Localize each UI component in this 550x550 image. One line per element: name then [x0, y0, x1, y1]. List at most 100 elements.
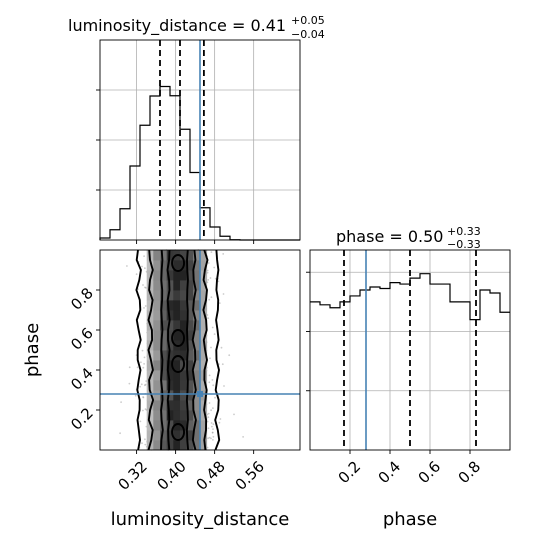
x-tick-label: 0.6 — [415, 458, 445, 488]
density-cell — [160, 370, 168, 381]
density-cell — [160, 380, 168, 391]
y-tick-label: 0.2 — [67, 404, 97, 434]
density-cell — [173, 270, 181, 281]
density-cell — [180, 390, 188, 401]
density-heatmap-cells — [146, 250, 208, 451]
density-cell — [160, 300, 168, 311]
density-cell — [193, 400, 201, 411]
histogram-step-line — [310, 273, 510, 321]
density-cell — [193, 380, 201, 391]
density-cell — [173, 320, 181, 331]
sample-point — [223, 385, 225, 387]
y-tick-label: 0.6 — [67, 324, 97, 354]
sample-point — [139, 385, 142, 388]
density-cell — [160, 360, 168, 371]
sample-point — [211, 431, 214, 434]
contour-loop — [171, 423, 185, 441]
x-tick-label: 0.56 — [232, 458, 268, 494]
sample-point — [206, 269, 209, 272]
density-cell — [173, 330, 181, 341]
sample-point — [143, 255, 146, 257]
panel-frame — [99, 39, 301, 241]
contour-line — [191, 249, 197, 451]
sample-point — [144, 384, 146, 387]
sample-point — [218, 302, 221, 304]
credible-contours — [135, 249, 221, 451]
density-cell — [200, 390, 208, 401]
sample-point — [141, 349, 144, 352]
sample-point — [213, 266, 216, 269]
density-cell — [193, 340, 201, 351]
sample-point — [142, 396, 145, 398]
x-tick-label: 0.4 — [375, 458, 405, 488]
x-tick-label: 0.32 — [114, 458, 150, 494]
sample-point — [140, 361, 142, 364]
sample-point — [222, 293, 225, 295]
density-cell — [193, 370, 201, 381]
density-cell — [193, 270, 201, 281]
density-cell — [173, 370, 181, 381]
density-cell — [160, 250, 168, 261]
sample-point — [126, 265, 128, 267]
title-lower-error: −0.04 — [291, 28, 325, 41]
sample-point — [144, 305, 147, 307]
x-tick-label: 0.48 — [193, 458, 229, 494]
density-cell — [186, 300, 194, 311]
density-cell — [200, 440, 208, 451]
x-axis-label: luminosity_distance — [111, 509, 290, 530]
sample-point — [212, 439, 214, 441]
sample-point — [212, 423, 215, 426]
density-cell — [166, 270, 174, 281]
sample-point — [208, 298, 211, 301]
sample-point — [210, 346, 212, 349]
density-cell — [186, 330, 194, 341]
sample-point — [120, 401, 122, 403]
density-cell — [146, 270, 154, 281]
density-cell — [166, 410, 174, 421]
density-cell — [160, 290, 168, 301]
sample-point — [128, 382, 131, 385]
density-cell — [180, 370, 188, 381]
sample-point — [144, 286, 146, 289]
density-cell — [193, 310, 201, 321]
density-cell — [180, 290, 188, 301]
density-cell — [200, 280, 208, 291]
density-cell — [166, 400, 174, 411]
sample-point — [208, 381, 211, 384]
sample-point — [212, 384, 215, 387]
sample-point — [144, 383, 147, 386]
density-cell — [153, 430, 161, 441]
sample-point — [135, 273, 138, 276]
density-cell — [146, 330, 154, 341]
contour-loop — [171, 355, 185, 373]
sample-point — [213, 333, 216, 335]
contour-line — [147, 249, 155, 451]
sample-point — [206, 271, 209, 274]
density-cell — [180, 310, 188, 321]
density-cell — [180, 400, 188, 411]
sample-point — [214, 277, 217, 280]
density-cell — [200, 300, 208, 311]
density-cell — [153, 390, 161, 401]
sample-point — [207, 416, 210, 419]
title-upper-error: +0.33 — [447, 225, 481, 238]
sample-point — [207, 412, 210, 415]
density-cell — [173, 430, 181, 441]
density-cell — [186, 370, 194, 381]
density-cell — [180, 340, 188, 351]
density-cell — [193, 350, 201, 361]
sample-point — [212, 428, 214, 430]
density-cell — [180, 270, 188, 281]
sample-point — [142, 284, 144, 286]
density-cell — [173, 280, 181, 291]
density-cell — [186, 270, 194, 281]
density-cell — [160, 280, 168, 291]
density-cell — [180, 410, 188, 421]
phase-title: phase = 0.50 — [336, 227, 443, 246]
density-cell — [146, 390, 154, 401]
density-cell — [193, 360, 201, 371]
density-cell — [200, 350, 208, 361]
panel-frame — [309, 249, 511, 451]
density-cell — [166, 320, 174, 331]
